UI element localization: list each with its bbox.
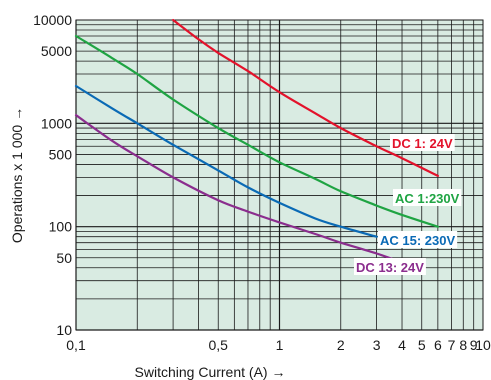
series-label-dc1-24v: DC 1: 24V: [390, 134, 455, 151]
x-tick-label: 10: [475, 337, 491, 353]
x-tick-label: 6: [434, 337, 442, 353]
x-tick-label: 9: [470, 337, 478, 353]
plot-frame: [75, 19, 484, 331]
x-tick-label: 0,5: [209, 337, 229, 353]
x-tick-label: 3: [373, 337, 381, 353]
x-tick-label: 0,1: [66, 337, 86, 353]
y-tick-label: 50: [56, 250, 72, 266]
y-axis-title: Operations x 1 000 →: [9, 107, 25, 243]
series-line-ac1-230v: [74, 34, 439, 228]
series-line-dc13-24v: [74, 114, 404, 264]
series-label-ac1-230v: AC 1:230V: [393, 189, 462, 206]
series-label-text: AC 15: 230V: [380, 233, 455, 248]
y-tick-labels: 10 50 100 500 1000 5000 10000: [33, 12, 72, 338]
y-tick-label: 10000: [33, 12, 72, 28]
grid-lines: [75, 20, 483, 331]
series-label-text: DC 13: 24V: [356, 260, 424, 275]
x-tick-label: 7: [448, 337, 456, 353]
series-label-ac15-230v: AC 15: 230V: [378, 231, 458, 248]
x-tick-label: 5: [418, 337, 426, 353]
y-tick-label: 1000: [41, 115, 72, 131]
series-label-background: [390, 134, 455, 151]
x-tick-labels: 0,1 0,5 1 2 3 4 5 6 7 8 910: [66, 337, 491, 353]
series-layer: DC 1: 24V AC 1:230V AC 15: 230V DC 13: 24V: [74, 18, 462, 275]
x-tick-label: 1: [276, 337, 284, 353]
series-label-background: [393, 189, 462, 206]
series-line-dc1-24v: [172, 18, 439, 177]
x-tick-label: 8: [459, 337, 467, 353]
series-label-background: [378, 231, 458, 248]
series-label-text: DC 1: 24V: [392, 136, 453, 151]
x-tick-label: 4: [398, 337, 406, 353]
series-line-ac15-230v: [74, 84, 378, 238]
y-tick-label: 10: [56, 322, 72, 338]
y-tick-label: 100: [49, 219, 73, 235]
y-tick-label: 5000: [41, 43, 72, 59]
series-label-text: AC 1:230V: [395, 191, 460, 206]
series-label-dc13-24v: DC 13: 24V: [354, 258, 426, 275]
y-tick-label: 500: [49, 146, 73, 162]
series-label-background: [354, 258, 426, 275]
x-tick-label: 2: [337, 337, 345, 353]
x-axis-title: Switching Current (A) →: [135, 364, 286, 380]
